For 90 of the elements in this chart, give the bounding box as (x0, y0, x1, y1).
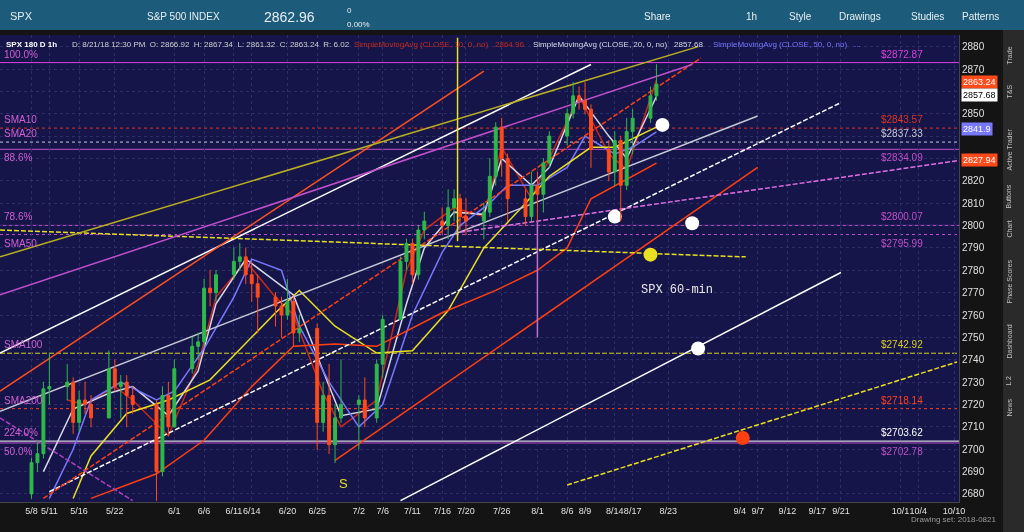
text: Studies (911, 11, 945, 22)
y-tick-label: 2690 (962, 466, 985, 478)
y-tick-label: 2730 (962, 376, 985, 388)
y-tick-label: 2820 (962, 175, 985, 187)
y-tick-label: 2880 (962, 41, 985, 53)
text: 2863.24 (963, 77, 996, 87)
text: 1h (746, 11, 758, 22)
ref-line-label: $2834.09 (881, 152, 924, 163)
x-tick-label: 5/8 (25, 505, 38, 516)
text: S&P 500 INDEX (147, 11, 220, 22)
annotation: SMA10 (4, 114, 38, 125)
y-tick-label: 2680 (962, 488, 985, 500)
y-tick-label: 2720 (962, 398, 985, 410)
ref-line-label: $2795.99 (881, 238, 924, 249)
ref-line-label: $2843.57 (881, 114, 924, 125)
annotation: ... (854, 40, 861, 49)
annotation: 88.6% (4, 152, 33, 163)
x-tick-label: 8/14 (606, 505, 624, 516)
annotation: SMA20 (4, 128, 38, 139)
y-tick-label: 2770 (962, 287, 985, 299)
text: 2827.94 (963, 155, 996, 165)
x-tick-label: 8/17 (623, 505, 642, 516)
y-tick-label: 2780 (962, 264, 985, 276)
text: Drawings (839, 11, 881, 22)
text: SPX (10, 10, 33, 22)
x-tick-label: 7/20 (457, 505, 475, 516)
x-tick-label: 9/4 (733, 505, 747, 516)
y-tick-label: 2750 (962, 331, 985, 343)
annotation: 100.0% (4, 49, 39, 60)
ref-line-label: $2703.62 (881, 427, 924, 438)
x-tick-label: 8/23 (659, 505, 678, 516)
annotation: S (339, 476, 348, 491)
y-tick-label: 2850 (962, 108, 985, 120)
x-tick-label: 10/1 (891, 505, 910, 516)
x-tick-label: 9/12 (778, 505, 797, 516)
y-tick-label: 2810 (962, 197, 985, 209)
text: D: 8/21/18 12:30 PM O: 2866.92 H: 2867.34 L: 2861.32 C: 2863.24 R: 6.02 (72, 40, 350, 49)
text: 0 (347, 6, 352, 15)
x-tick-label: 6/20 (278, 505, 297, 516)
text: Drawing set: 2018-0821 (911, 515, 997, 524)
ref-line-label: $2837.33 (881, 128, 924, 139)
annotation: 50.0% (4, 446, 33, 457)
x-tick-label: 6/1 (168, 505, 181, 516)
x-tick-label: 7/26 (492, 505, 511, 516)
annotation: 2864.96 (495, 40, 525, 49)
text: SimpleMovingAvg (CLOSE, 20, 0, no) (533, 40, 668, 49)
y-tick-label: 2790 (962, 242, 985, 254)
x-tick-label: 10/4 (909, 505, 928, 516)
x-tick-label: 6/11 (225, 505, 243, 516)
y-tick-label: 2800 (962, 220, 985, 232)
text: 2857.68 (963, 90, 996, 100)
x-tick-label: 8/6 (560, 505, 574, 516)
x-tick-label: 5/16 (70, 505, 88, 516)
ref-line-label: $2872.87 (881, 49, 924, 60)
x-tick-label: 5/11 (40, 505, 58, 516)
text: 2862.96 (264, 9, 315, 25)
x-tick-label: 6/14 (242, 505, 261, 516)
x-tick-label: 10/10 (942, 505, 966, 516)
annotation: SPX 60-min (641, 283, 714, 297)
annotation: 78.6% (4, 211, 33, 222)
x-tick-label: 8/9 (578, 505, 592, 516)
text: Share (644, 11, 672, 22)
x-tick-label: 7/11 (403, 505, 421, 516)
y-tick-label: 2710 (962, 421, 985, 433)
text: 2841.9 (963, 124, 991, 134)
x-tick-label: 7/2 (352, 505, 366, 516)
x-tick-label: 6/6 (197, 505, 211, 516)
y-tick-label: 2870 (962, 63, 985, 75)
ref-line-label: $2702.78 (881, 446, 924, 457)
x-tick-label: 5/22 (106, 505, 124, 516)
x-tick-label: 9/21 (832, 505, 850, 516)
x-tick-label: 7/6 (376, 505, 389, 516)
text: Patterns (962, 11, 1000, 22)
ref-line-label: $2718.14 (881, 395, 924, 406)
ref-line-label: $2800.07 (881, 211, 924, 222)
x-tick-label: 8/1 (531, 505, 544, 516)
x-tick-label: 9/7 (751, 505, 764, 516)
x-tick-label: 7/16 (433, 505, 451, 516)
text: SimpleMovingAvg (CLOSE, 50, 0, no) (713, 40, 848, 49)
annotation: 2857.68 (674, 40, 704, 49)
y-tick-label: 2700 (962, 443, 985, 455)
ref-line-label: $2742.92 (881, 339, 924, 350)
text: SPX 180 D 1h (6, 40, 58, 49)
x-tick-label: 9/17 (808, 505, 826, 516)
text: Style (789, 11, 812, 22)
y-tick-label: 2740 (962, 354, 985, 366)
annotation: SMA50 (4, 238, 38, 249)
text: 0.00% (347, 20, 370, 29)
y-tick-label: 2760 (962, 309, 985, 321)
x-tick-label: 6/25 (308, 505, 326, 516)
